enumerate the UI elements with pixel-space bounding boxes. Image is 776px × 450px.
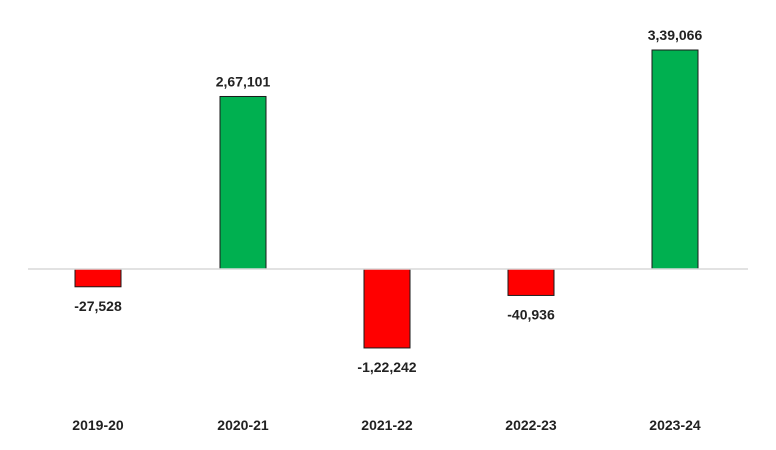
data-label: -40,936 <box>507 306 555 322</box>
bar-2023-24 <box>651 49 699 270</box>
x-tick-label: 2020-21 <box>217 417 269 433</box>
x-tick-label: 2021-22 <box>361 417 413 433</box>
data-label: -1,22,242 <box>357 359 416 375</box>
bar-2019-20 <box>74 268 122 288</box>
bar-2020-21 <box>219 95 267 270</box>
bar-2021-22 <box>363 268 411 349</box>
bar-2022-23 <box>507 268 555 296</box>
x-tick-label: 2022-23 <box>505 417 557 433</box>
x-tick-label: 2023-24 <box>649 417 701 433</box>
data-label: -27,528 <box>74 298 122 314</box>
data-label: 2,67,101 <box>216 73 271 89</box>
data-label: 3,39,066 <box>648 27 703 43</box>
x-tick-label: 2019-20 <box>72 417 124 433</box>
